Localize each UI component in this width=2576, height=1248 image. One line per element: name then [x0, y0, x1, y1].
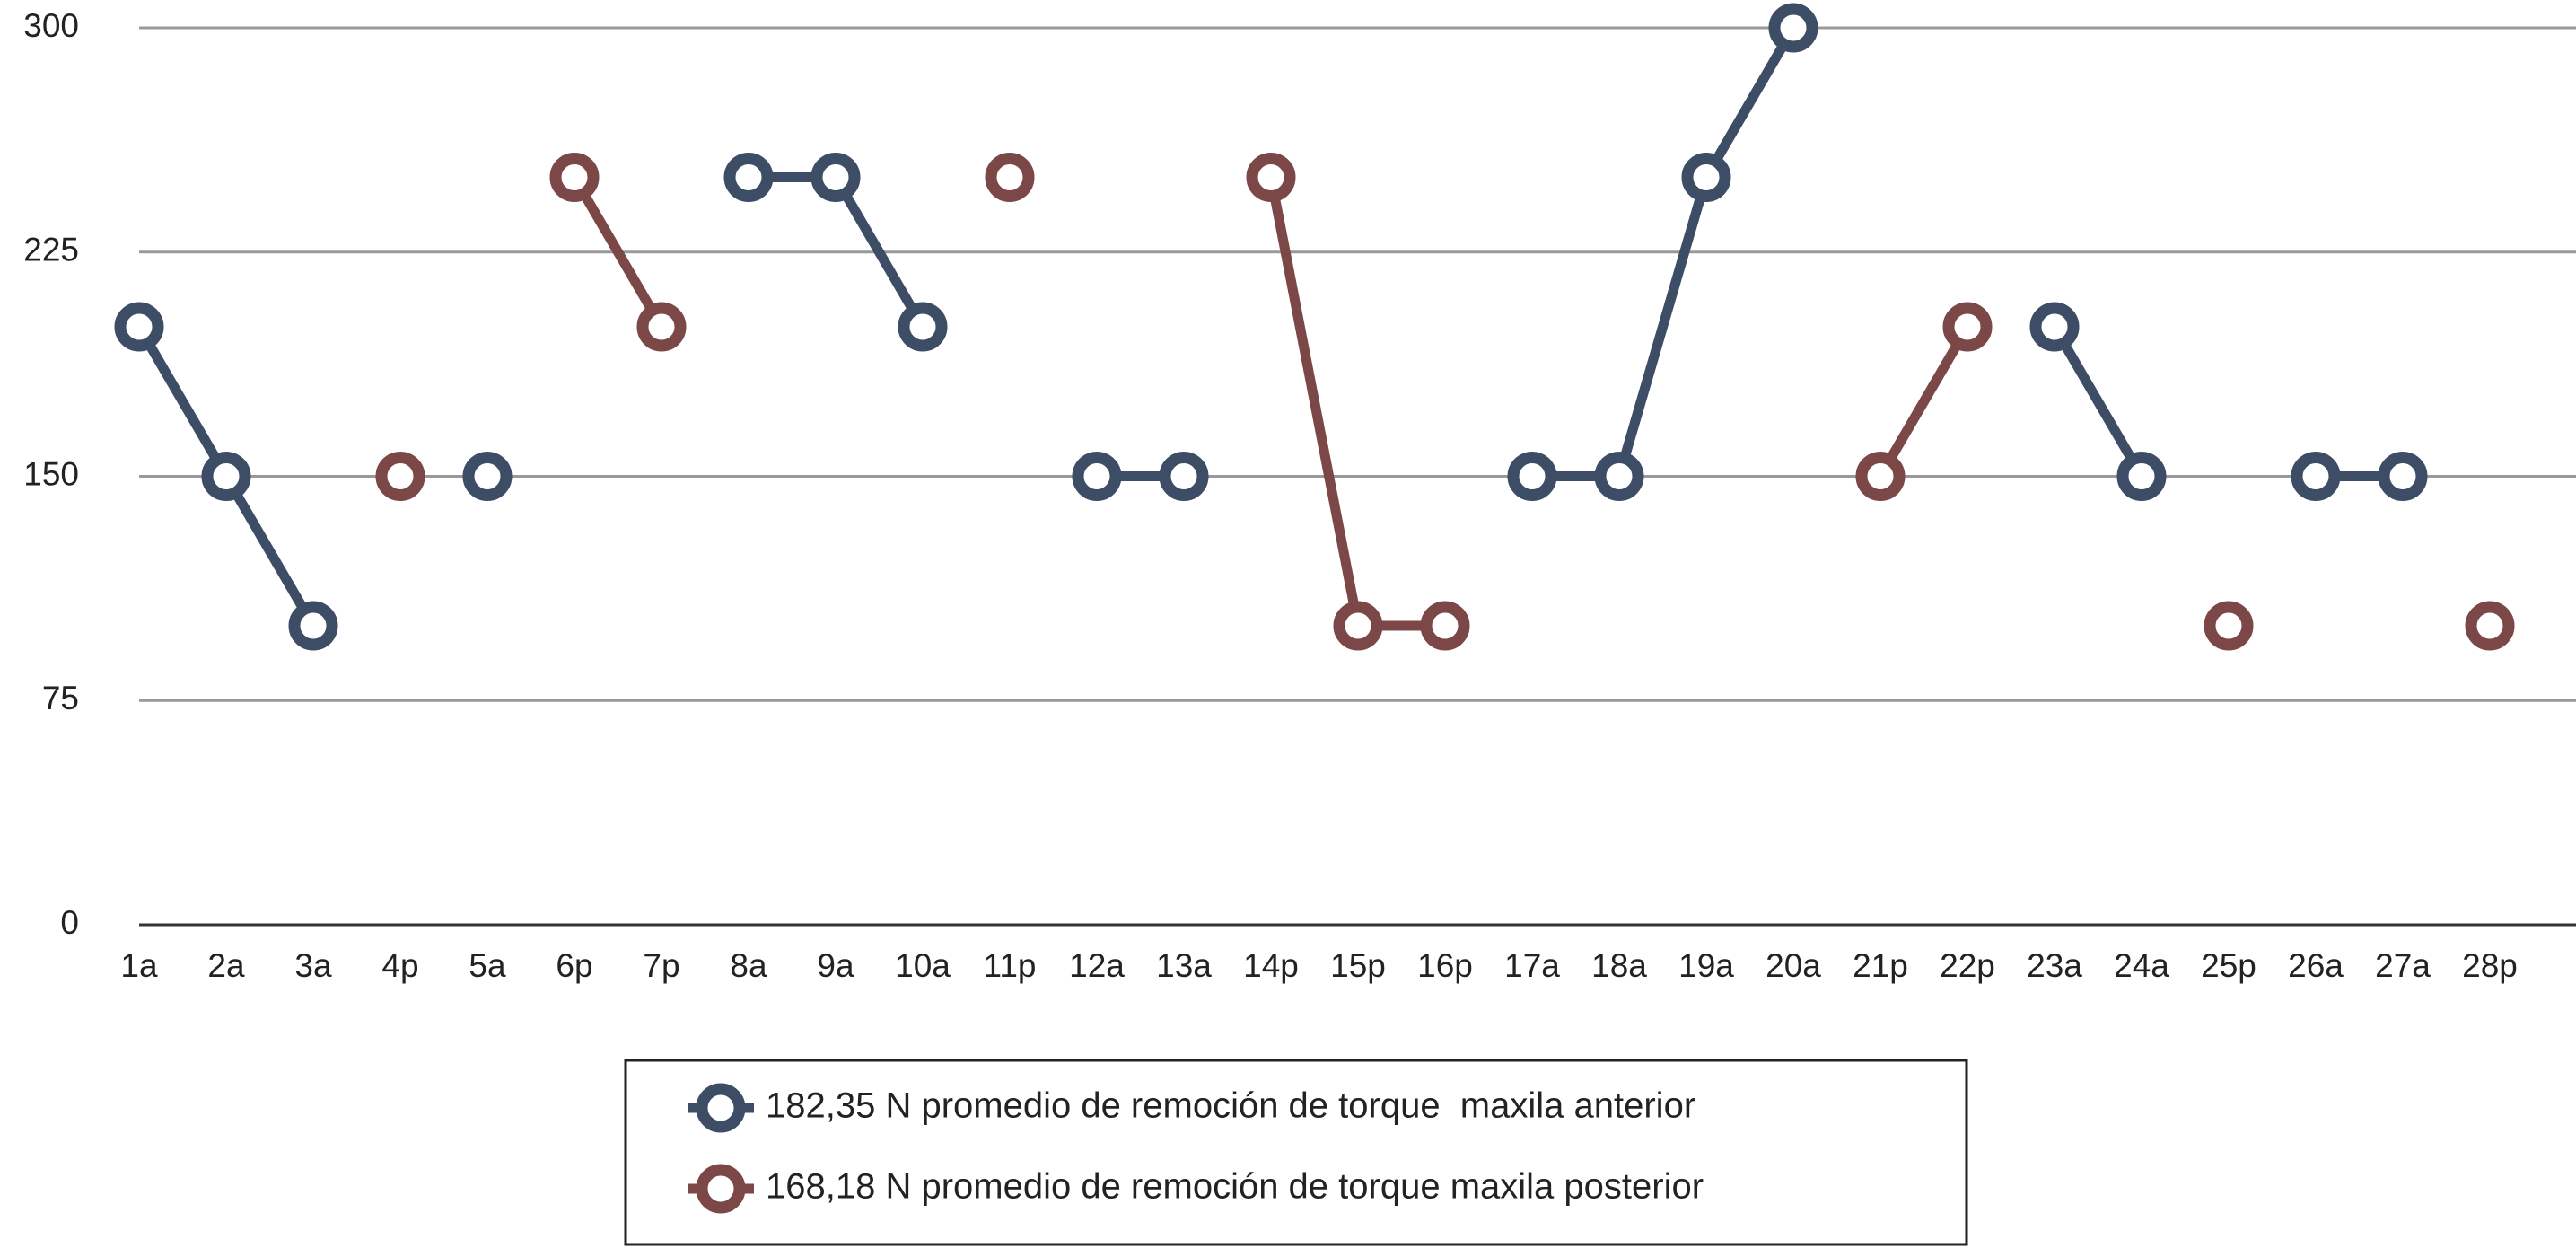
x-tick-label: 25p — [2201, 947, 2256, 984]
x-tick-label: 26a — [2288, 947, 2344, 984]
point — [1420, 601, 1470, 651]
x-tick-label: 12a — [1069, 947, 1125, 984]
point — [114, 302, 164, 352]
x-tick-label: 27a — [2375, 947, 2431, 984]
x-tick-label: 2a — [207, 947, 245, 984]
point — [810, 153, 861, 202]
x-tick-label: 9a — [817, 947, 854, 984]
point — [1507, 452, 1557, 501]
x-tick-label: 13a — [1156, 947, 1212, 984]
point — [2465, 601, 2515, 651]
x-tick-label: 14p — [1243, 947, 1299, 984]
x-tick-label: 7p — [643, 947, 679, 984]
point — [2291, 452, 2341, 501]
x-tick-label: 22p — [1940, 947, 1995, 984]
x-tick-label: 19a — [1678, 947, 1734, 984]
point — [1681, 153, 1731, 202]
x-tick-label: 1a — [120, 947, 158, 984]
point — [1594, 452, 1644, 501]
legend-label: 168,18 N promedio de remoción de torque … — [766, 1167, 1704, 1207]
x-tick-label: 15p — [1330, 947, 1386, 984]
point — [375, 452, 425, 501]
x-tick-label: 23a — [2027, 947, 2082, 984]
y-tick-label: 0 — [60, 904, 79, 941]
point — [2204, 601, 2254, 651]
x-tick-label: 20a — [1766, 947, 1821, 984]
point — [2029, 302, 2080, 352]
point — [2378, 452, 2428, 501]
point — [1159, 452, 1209, 501]
x-tick-label: 3a — [294, 947, 332, 984]
x-tick-label: 10a — [895, 947, 951, 984]
point — [1942, 302, 1993, 352]
x-tick-label: 17a — [1504, 947, 1560, 984]
x-tick-label: 6p — [556, 947, 592, 984]
point — [985, 153, 1035, 202]
y-tick-label: 75 — [42, 680, 79, 716]
point — [1768, 3, 1818, 53]
point — [723, 153, 774, 202]
point — [2116, 452, 2167, 501]
point — [288, 601, 338, 651]
x-tick-label: 5a — [469, 947, 506, 984]
point — [549, 153, 600, 202]
legend-label: 182,35 N promedio de remoción de torque … — [766, 1086, 1695, 1126]
point — [636, 302, 687, 352]
y-tick-label: 150 — [23, 455, 79, 492]
point — [1855, 452, 1906, 501]
x-tick-label: 16p — [1417, 947, 1473, 984]
point — [462, 452, 513, 501]
x-tick-label: 24a — [2114, 947, 2169, 984]
legend-marker — [696, 1164, 746, 1214]
y-tick-label: 300 — [23, 7, 79, 44]
point — [1072, 452, 1122, 501]
x-tick-label: 11p — [984, 947, 1037, 984]
x-tick-label: 21p — [1853, 947, 1908, 984]
x-tick-label: 8a — [730, 947, 767, 984]
legend-box — [624, 1059, 1968, 1246]
series-line — [574, 178, 2490, 627]
x-tick-label: 4p — [381, 947, 418, 984]
y-tick-label: 225 — [23, 232, 79, 268]
point — [1246, 153, 1296, 202]
point — [201, 452, 251, 501]
point — [898, 302, 948, 352]
x-tick-label: 18a — [1591, 947, 1647, 984]
point — [1333, 601, 1383, 651]
x-tick-label: 28p — [2462, 947, 2518, 984]
legend-marker — [696, 1083, 746, 1133]
